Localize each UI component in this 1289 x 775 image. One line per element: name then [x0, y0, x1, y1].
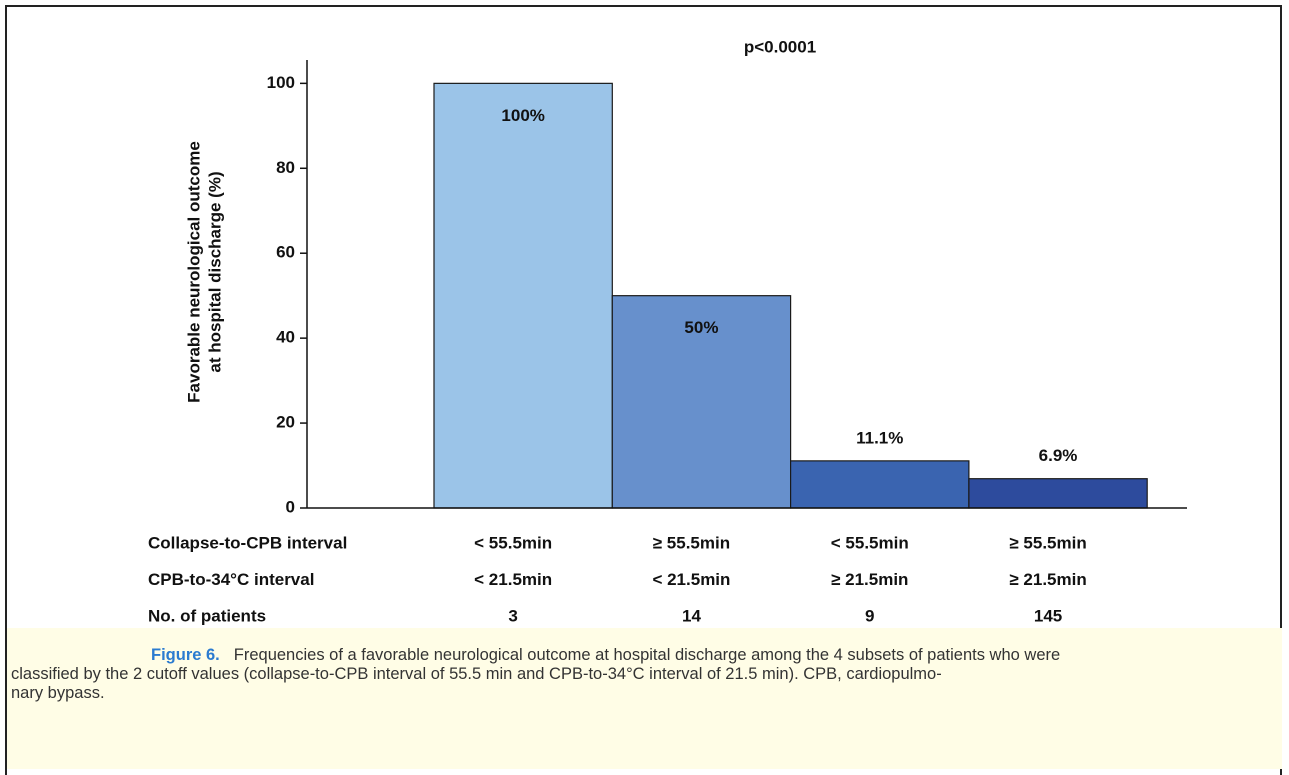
caption-text: Frequencies of a favorable neurological …: [233, 646, 1061, 664]
row-cell: ≥ 55.5min: [1009, 533, 1086, 552]
bar: [611, 295, 792, 509]
y-tick-label: 60: [276, 243, 295, 262]
row-label: Collapse-to-CPB interval: [148, 533, 347, 552]
caption-line: Figure 6. Frequencies of a favorable neur…: [151, 646, 1264, 665]
row-cell: < 55.5min: [474, 533, 552, 552]
row-cell: < 21.5min: [474, 570, 552, 589]
row-cell: ≥ 21.5min: [831, 570, 908, 589]
caption-text: nary bypass.: [11, 684, 105, 702]
row-cell: < 55.5min: [831, 533, 909, 552]
value-label: 6.9%: [1039, 446, 1078, 465]
y-tick-label: 20: [276, 413, 295, 432]
y-tick-label: 0: [286, 497, 295, 516]
value-label: 50%: [684, 318, 718, 337]
row-cell: 9: [865, 606, 874, 625]
row-cell: < 21.5min: [652, 570, 730, 589]
figure-frame: [5, 5, 1282, 775]
row-cell: ≥ 21.5min: [1009, 570, 1086, 589]
chart-title: p<0.0001: [744, 37, 816, 56]
y-axis-title: Favorable neurological outcome: [184, 141, 203, 403]
y-axis-title: at hospital discharge (%): [205, 171, 224, 372]
bar: [433, 82, 613, 509]
y-tick-label: 80: [276, 158, 295, 177]
row-label: CPB-to-34°C interval: [148, 570, 314, 589]
value-label: 100%: [501, 106, 544, 125]
value-label: 11.1%: [856, 428, 903, 447]
row-cell: 3: [508, 606, 517, 625]
row-cell: ≥ 55.5min: [653, 533, 730, 552]
row-cell: 14: [682, 606, 701, 625]
row-label: No. of patients: [148, 606, 266, 625]
chart: p<0.0001 Favorable neurological outcome …: [148, 37, 1187, 625]
y-tick-label: 40: [276, 328, 295, 347]
row-cell: 145: [1034, 606, 1062, 625]
caption-label: Figure 6.: [151, 646, 220, 664]
caption: Figure 6. Frequencies of a favorable neur…: [7, 628, 1282, 769]
bar: [789, 460, 970, 509]
caption-text: classified by the 2 cutoff values (colla…: [11, 665, 942, 683]
y-tick-label: 100: [267, 73, 295, 92]
bar: [968, 478, 1148, 509]
